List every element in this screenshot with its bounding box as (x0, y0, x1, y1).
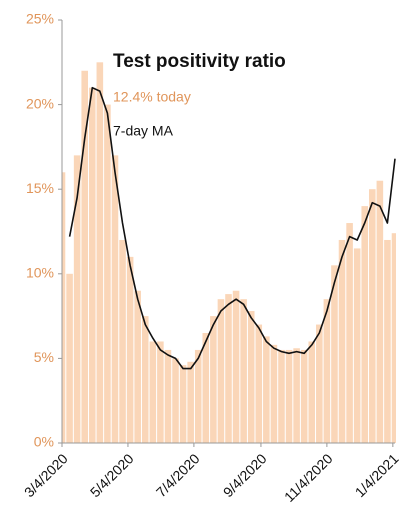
ma-line (68, 86, 396, 370)
bar (202, 333, 210, 443)
x-tick-label: 3/4/2020 (21, 450, 71, 500)
bar (96, 62, 104, 443)
bar (81, 70, 88, 443)
bar (126, 256, 134, 443)
bar (172, 358, 179, 443)
y-tick-label: 5% (34, 349, 54, 365)
annotation: 12.4% today (113, 89, 191, 105)
bar (255, 324, 263, 443)
bar (194, 349, 202, 443)
bar (293, 348, 300, 443)
bar (278, 349, 285, 443)
bar (62, 172, 66, 443)
bar (225, 294, 232, 443)
y-tick-label: 15% (26, 180, 54, 196)
y-tick-label: 20% (26, 95, 54, 111)
y-tick-label: 0% (34, 434, 54, 450)
bar (111, 155, 119, 443)
bar (232, 290, 240, 443)
x-tick-label: 1/4/2021 (352, 450, 402, 500)
bar (331, 265, 338, 443)
y-tick-label: 10% (26, 265, 54, 281)
bar (308, 341, 316, 443)
bar (376, 180, 384, 443)
bar (263, 336, 270, 443)
bar (164, 349, 172, 443)
bar (369, 189, 376, 443)
bar (88, 87, 96, 443)
bar (134, 290, 141, 443)
bars (62, 62, 396, 443)
bar (217, 299, 225, 443)
bar (270, 344, 278, 443)
bar (247, 311, 255, 443)
bar (353, 248, 361, 443)
bar (338, 239, 346, 443)
bar (316, 324, 323, 443)
bar (73, 155, 81, 443)
bar (300, 349, 308, 443)
bar (384, 239, 391, 443)
bar (141, 316, 149, 443)
bar (66, 273, 73, 443)
bar (346, 223, 353, 443)
x-tick-label: 5/4/2020 (87, 450, 137, 500)
bar (179, 365, 187, 443)
x-tick-label: 7/4/2020 (153, 450, 203, 500)
bar (361, 206, 369, 443)
annotation: 7-day MA (113, 123, 174, 139)
bar (119, 239, 126, 443)
y-tick-label: 25% (26, 11, 54, 27)
bar (285, 349, 293, 443)
bar (149, 341, 157, 443)
bar (187, 361, 194, 443)
bar (323, 299, 331, 443)
chart-title: Test positivity ratio (113, 51, 286, 72)
bar (240, 299, 247, 443)
bar (391, 233, 396, 443)
bar (157, 341, 164, 443)
bar (104, 104, 111, 443)
x-tick-label: 9/4/2020 (220, 450, 270, 500)
bar (210, 316, 217, 443)
x-tick-label: 11/4/2020 (281, 450, 336, 505)
